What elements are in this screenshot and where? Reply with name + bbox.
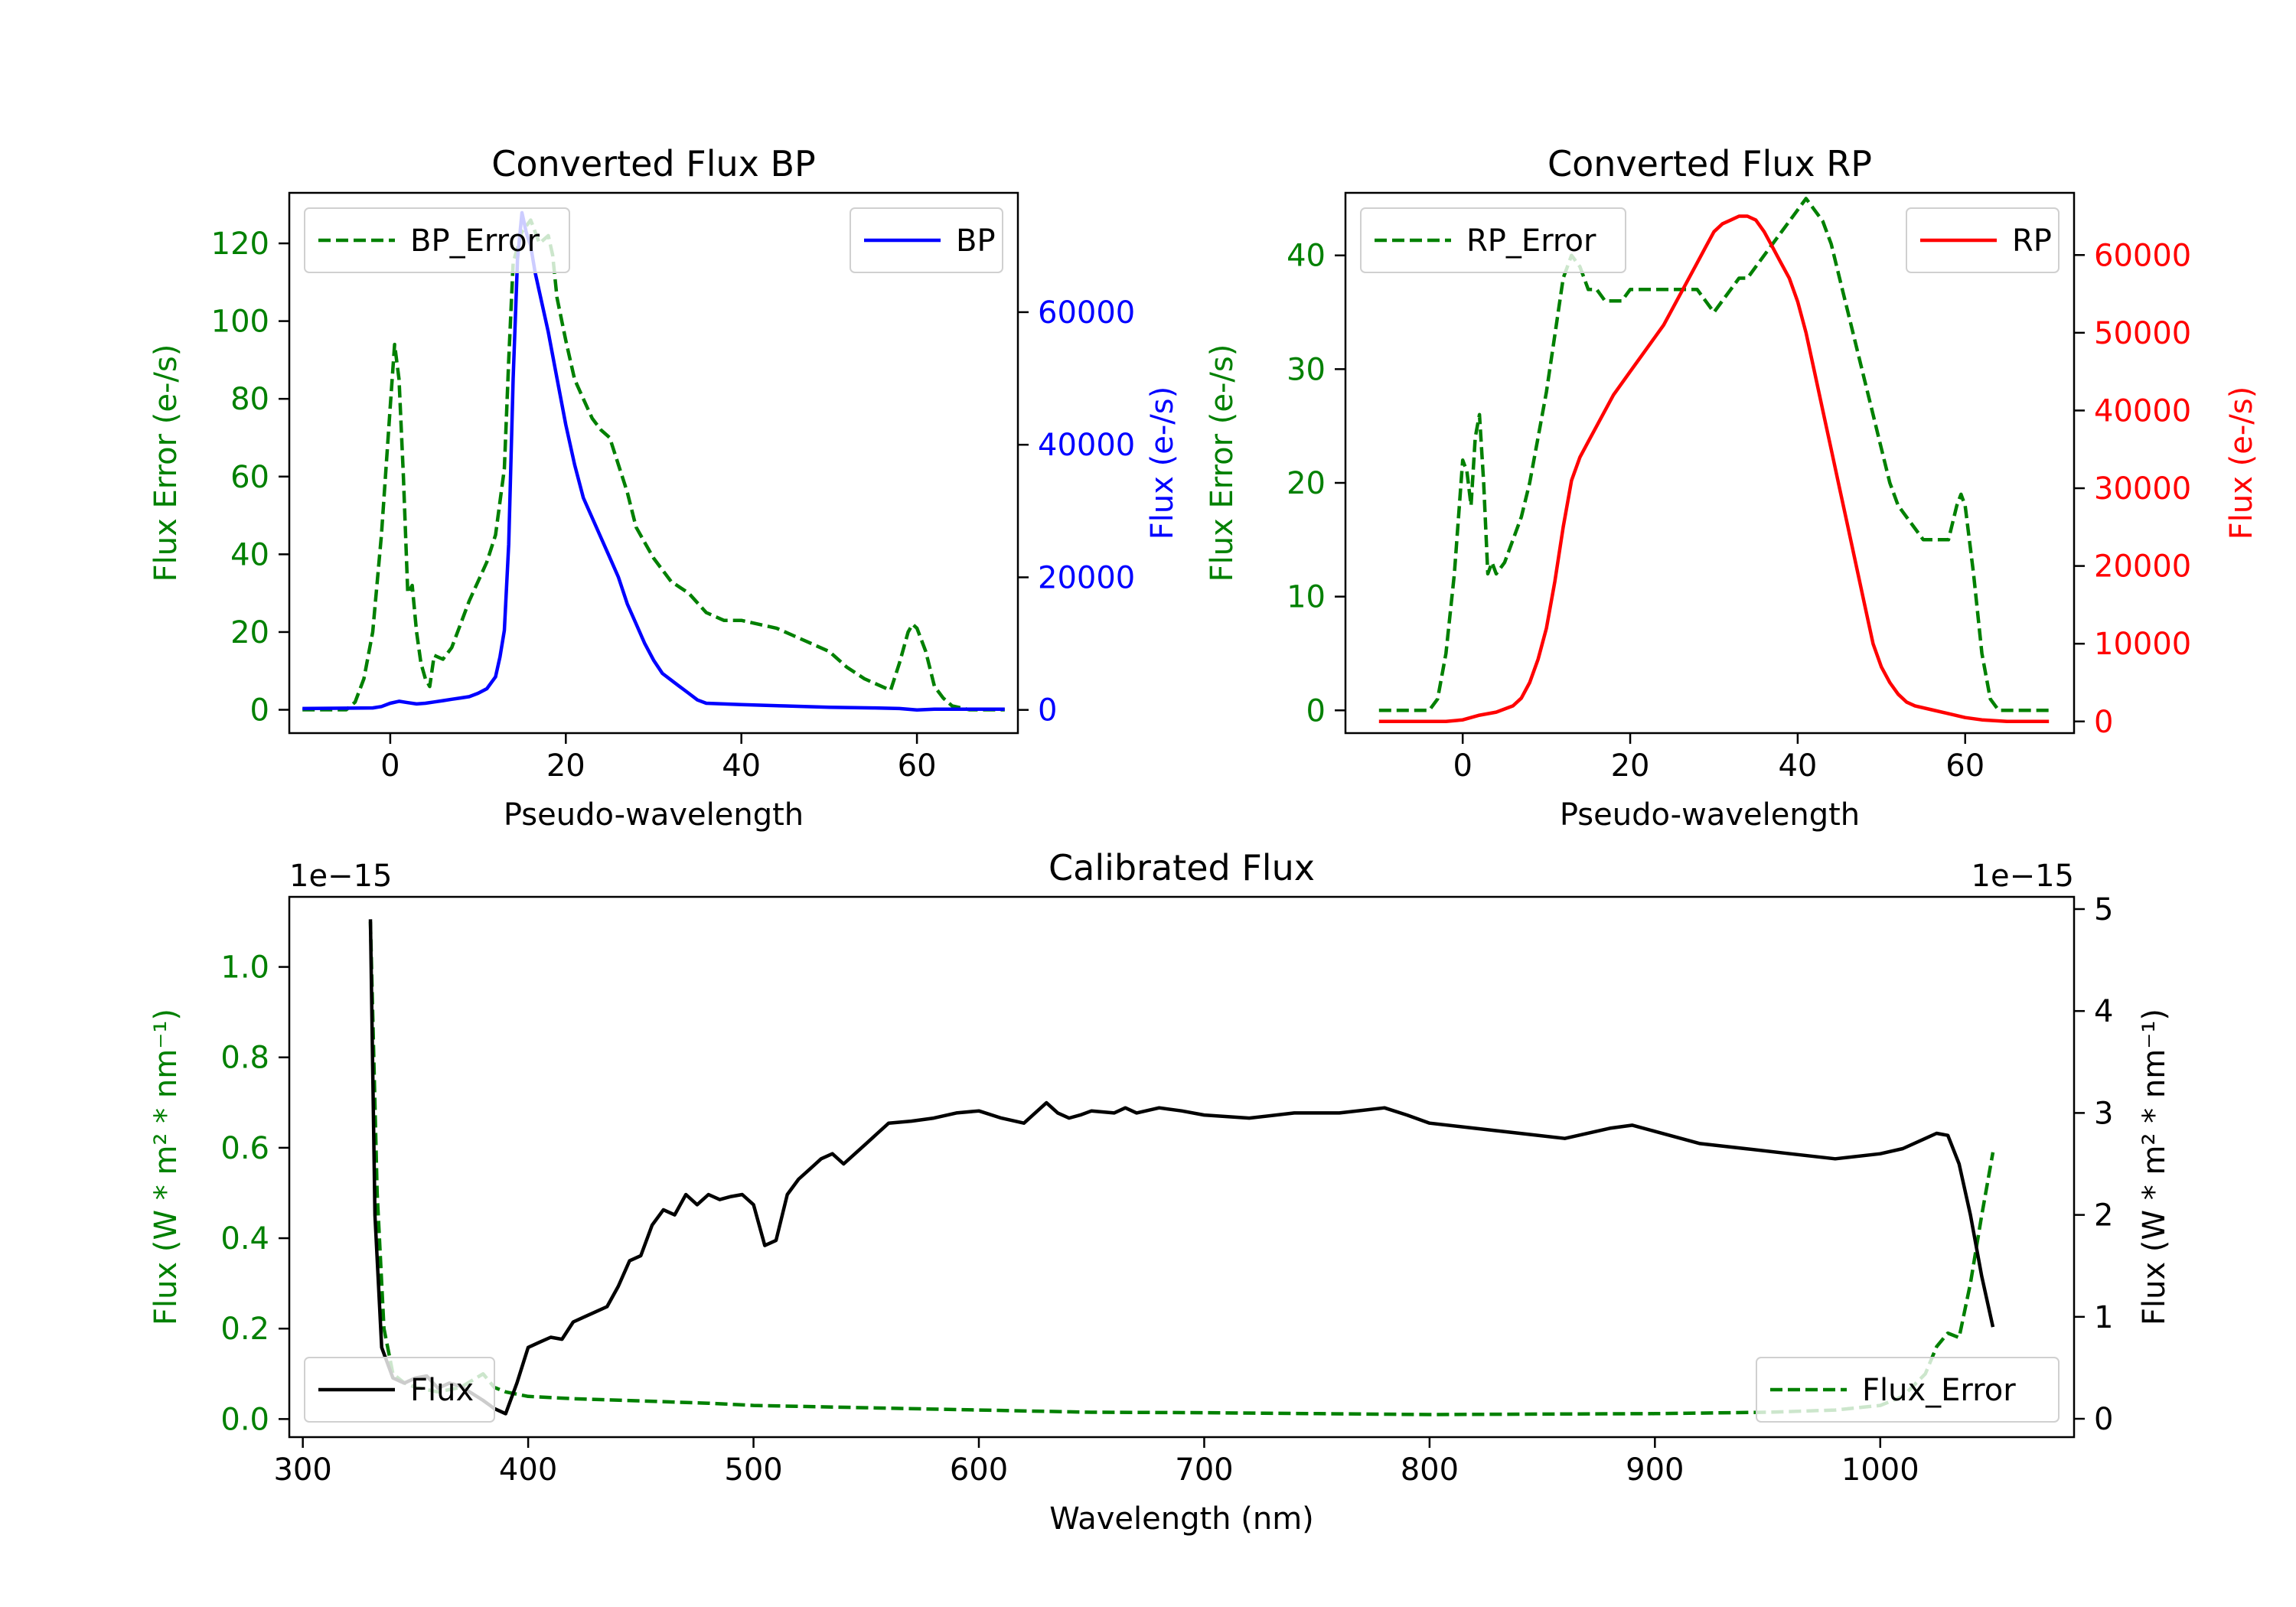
y-left-tick-label: 0.8 (220, 1041, 269, 1076)
x-tick-label: 500 (724, 1452, 782, 1488)
legend-rp-error: RP_Error (1360, 207, 1626, 273)
y-left-tick-label: 1.0 (220, 950, 269, 986)
y-left-tick-label: 0.2 (220, 1312, 269, 1347)
x-tick-label: 20 (1611, 748, 1650, 784)
y-right-tick-label: 1 (2094, 1300, 2113, 1335)
x-tick-label: 40 (1778, 748, 1817, 784)
x-tick-label: 400 (499, 1452, 557, 1488)
y-left-tick-label: 0.6 (220, 1131, 269, 1166)
x-tick-label: 1000 (1841, 1452, 1919, 1488)
y-right-tick-label: 50000 (2094, 316, 2191, 351)
y-right-axis-label: Flux (e-/s) (1145, 386, 1180, 539)
series-line-flux-error (368, 921, 1995, 1416)
y-right-tick-label: 4 (2094, 994, 2113, 1029)
y-right-tick-label: 0 (1038, 693, 1057, 729)
x-tick-label: 20 (546, 748, 585, 784)
y-right-tick-label: 5 (2094, 892, 2113, 927)
legend-flux: Flux (304, 1357, 495, 1423)
series-line-rp-error (1378, 197, 2050, 712)
chart-title: Converted Flux BP (491, 143, 816, 184)
x-tick-label: 300 (273, 1452, 331, 1488)
y-right-tick-label: 30000 (2094, 471, 2191, 507)
x-axis-label: Pseudo-wavelength (504, 797, 804, 833)
y-left-tick-label: 40 (1287, 239, 1326, 274)
x-axis-label: Wavelength (nm) (1049, 1501, 1314, 1537)
y-left-axis-label: Flux (W * m² * nm⁻¹) (148, 1009, 184, 1325)
x-tick-label: 600 (950, 1452, 1008, 1488)
y-right-tick-label: 40000 (1038, 428, 1135, 463)
legend-bp: BP (850, 207, 1003, 273)
x-tick-label: 0 (380, 748, 400, 784)
chart-title: Calibrated Flux (1049, 847, 1315, 888)
y-left-tick-label: 30 (1287, 352, 1326, 387)
plot-frame (288, 895, 2076, 1439)
chart-title: Converted Flux RP (1548, 143, 1872, 184)
y-left-axis-label: Flux Error (e-/s) (1205, 344, 1240, 582)
y-right-tick-label: 20000 (2094, 549, 2191, 585)
y-left-axis-label: Flux Error (e-/s) (148, 344, 184, 582)
y-right-tick-label: 60000 (2094, 238, 2191, 273)
y-right-tick-label: 60000 (1038, 295, 1135, 331)
y-left-tick-label: 0.4 (220, 1221, 269, 1257)
y-left-tick-label: 0 (1306, 693, 1326, 729)
legend-label: Flux_Error (1862, 1373, 2016, 1408)
series-line-bp-error (302, 218, 1005, 712)
x-tick-label: 700 (1175, 1452, 1233, 1488)
legend-label: BP_Error (410, 223, 540, 259)
y-right-tick-label: 40000 (2094, 393, 2191, 429)
legend-label: RP_Error (1466, 223, 1596, 259)
y-left-tick-label: 0 (250, 693, 269, 729)
y-right-tick-label: 10000 (2094, 627, 2191, 662)
y-left-tick-label: 20 (230, 615, 269, 650)
legend-label: RP (2012, 223, 2052, 259)
series-line-rp (1378, 214, 2050, 724)
y-left-tick-label: 0.0 (220, 1402, 269, 1437)
y-left-tick-label: 10 (1287, 580, 1326, 615)
plot-frame (288, 191, 1019, 735)
legend-bp-error: BP_Error (304, 207, 570, 273)
y-left-tick-label: 100 (211, 305, 269, 340)
y-right-axis-label: Flux (W * m² * nm⁻¹) (2137, 1009, 2172, 1325)
plot-frame (1344, 191, 2076, 735)
x-tick-label: 60 (1945, 748, 1985, 784)
y-right-axis-label: Flux (e-/s) (2224, 386, 2259, 539)
legend-label: Flux (410, 1373, 474, 1408)
legend-label: BP (956, 223, 996, 259)
y-left-tick-label: 20 (1287, 466, 1326, 501)
chart-3: 300 400 500 600 700 800 900 1000 0.0 0.2 0.4 0.6 0.8… (148, 847, 2172, 1537)
x-tick-label: 800 (1401, 1452, 1459, 1488)
y-left-tick-label: 60 (230, 460, 269, 495)
legend-box (1756, 1357, 2060, 1423)
x-tick-label: 40 (722, 748, 761, 784)
x-tick-label: 0 (1453, 748, 1472, 784)
y-right-tick-label: 3 (2094, 1096, 2113, 1131)
x-tick-label: 900 (1626, 1452, 1684, 1488)
legend-rp: RP (1906, 207, 2060, 273)
chart-2: 0 20 40 60 0 10 20 30 40 0 10000 20000 30000 40000 500… (1205, 143, 2259, 833)
y-left-tick-label: 40 (230, 537, 269, 572)
y-right-tick-label: 0 (2094, 1402, 2113, 1437)
legend-flux-error: Flux_Error (1756, 1357, 2060, 1423)
series-line-flux (368, 919, 1995, 1416)
y-right-tick-label: 2 (2094, 1198, 2113, 1234)
y-right-tick-label: 0 (2094, 705, 2113, 740)
x-tick-label: 60 (898, 748, 937, 784)
y-right-offset-text: 1e−15 (1971, 859, 2074, 894)
legend-box (304, 207, 570, 273)
y-left-tick-label: 80 (230, 382, 269, 417)
series-line-bp (302, 210, 1005, 712)
chart-1: 0 20 40 60 0 20 40 60 80 100 120 0 20000 40000 60000 Co… (148, 143, 1180, 833)
y-right-tick-label: 20000 (1038, 560, 1135, 595)
y-left-tick-label: 120 (211, 227, 269, 262)
legend-box (1360, 207, 1626, 273)
legend-box (304, 1357, 495, 1423)
x-axis-label: Pseudo-wavelength (1560, 797, 1860, 833)
y-left-offset-text: 1e−15 (289, 859, 392, 894)
